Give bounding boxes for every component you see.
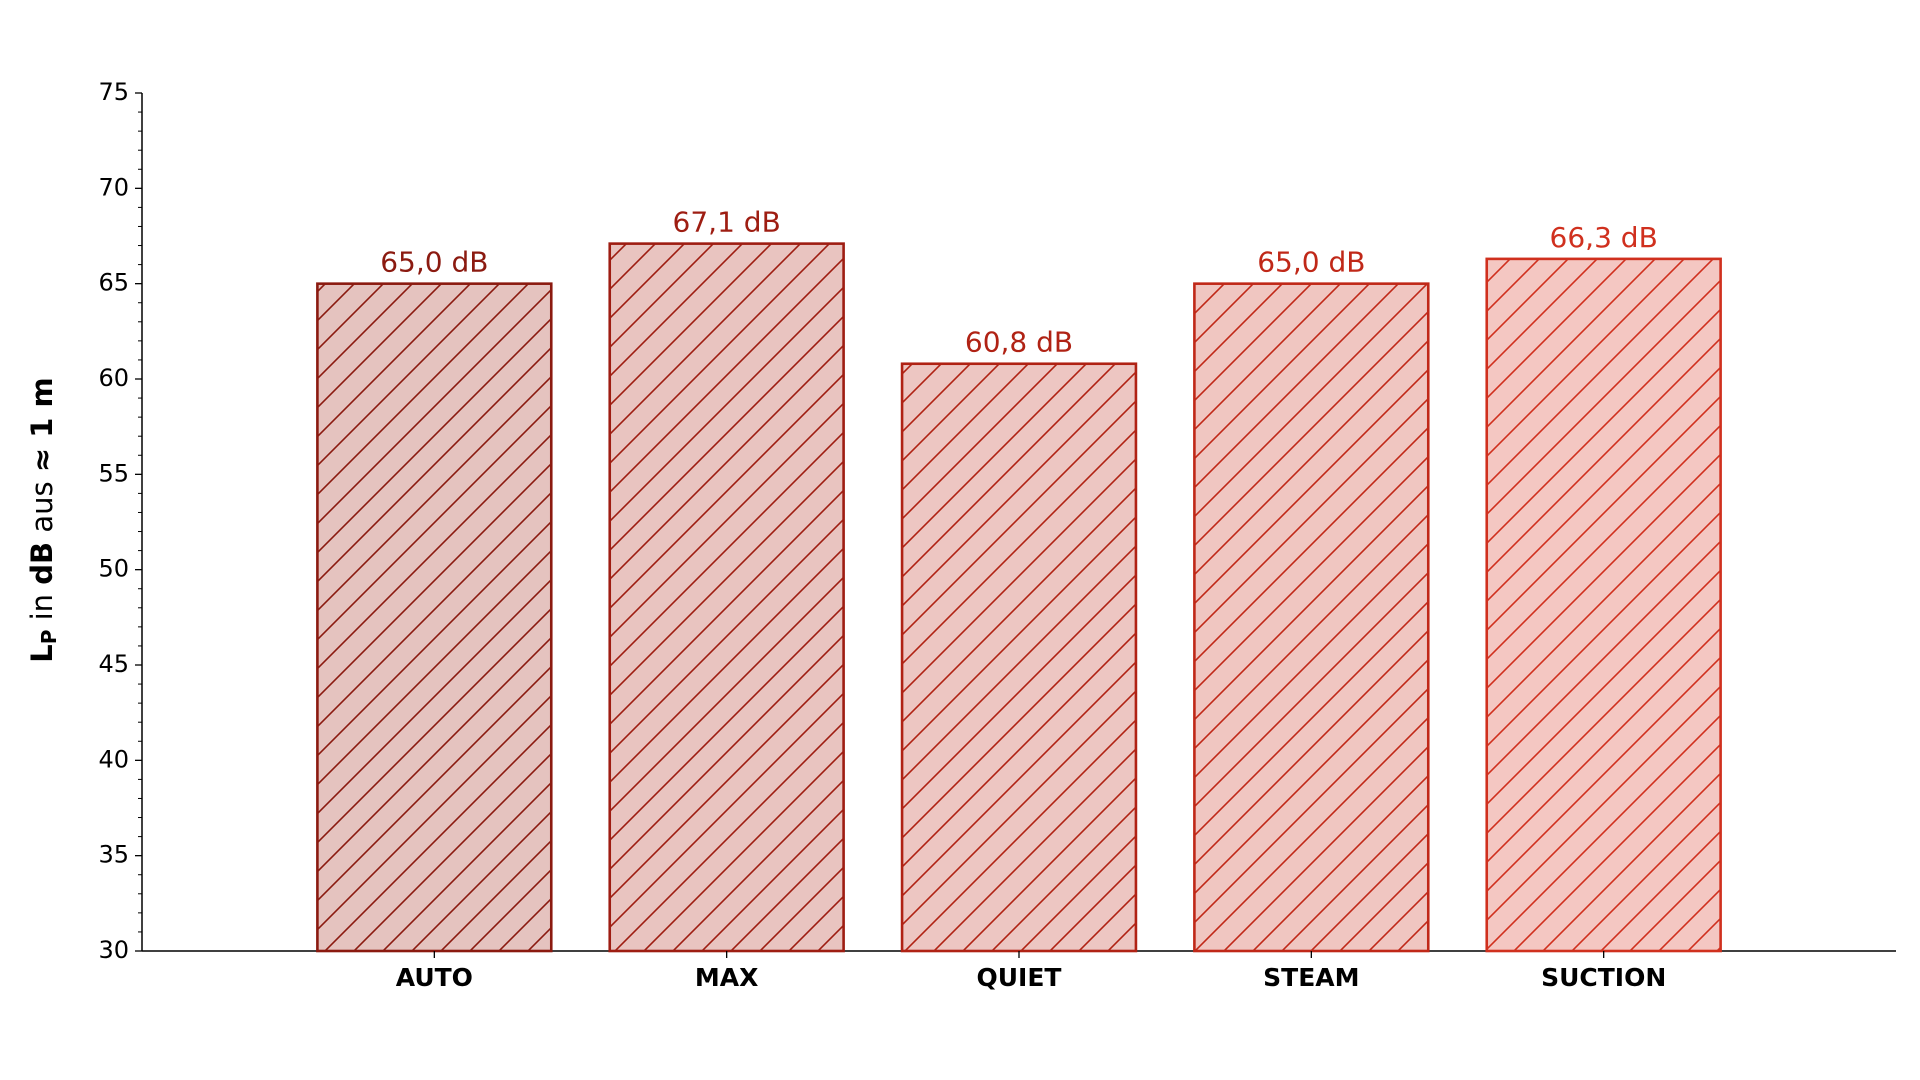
y-tick-label: 65: [98, 269, 129, 297]
y-tick-label: 45: [98, 650, 129, 678]
y-label-part: L: [25, 644, 59, 662]
y-label-part: aus: [25, 472, 59, 542]
bar: [900, 362, 1138, 953]
y-tick-label: 75: [98, 78, 129, 106]
y-tick-label: 55: [98, 459, 129, 487]
x-tick-label: MAX: [695, 963, 759, 992]
y-tick-label: 60: [98, 364, 129, 392]
y-label-part: in: [25, 585, 59, 630]
y-tick-label: 40: [98, 745, 129, 773]
y-tick-label: 50: [98, 555, 129, 583]
y-tick-label: 70: [98, 173, 129, 201]
y-tick-label: 35: [98, 841, 129, 869]
y-tick-label: 30: [98, 936, 129, 964]
value-label: 66,3 dB: [1550, 221, 1658, 254]
x-tick-label: STEAM: [1263, 963, 1359, 992]
value-label: 65,0 dB: [380, 246, 488, 279]
y-label-part: dB: [25, 542, 59, 585]
x-tick-label: QUIET: [977, 963, 1062, 992]
bar: [1485, 257, 1722, 953]
bar: [316, 282, 553, 953]
value-label: 65,0 dB: [1257, 246, 1365, 279]
x-tick-label: AUTO: [396, 963, 473, 992]
y-axis-label: LP in dB aus ≈ 1 m: [25, 377, 61, 663]
bar: [608, 242, 845, 953]
bar: [1193, 282, 1430, 953]
x-tick-label: SUCTION: [1541, 963, 1666, 992]
y-label-part: P: [37, 630, 61, 645]
y-label-part: ≈ 1 m: [25, 377, 59, 472]
value-label: 60,8 dB: [965, 326, 1073, 359]
value-label: 67,1 dB: [673, 206, 781, 239]
